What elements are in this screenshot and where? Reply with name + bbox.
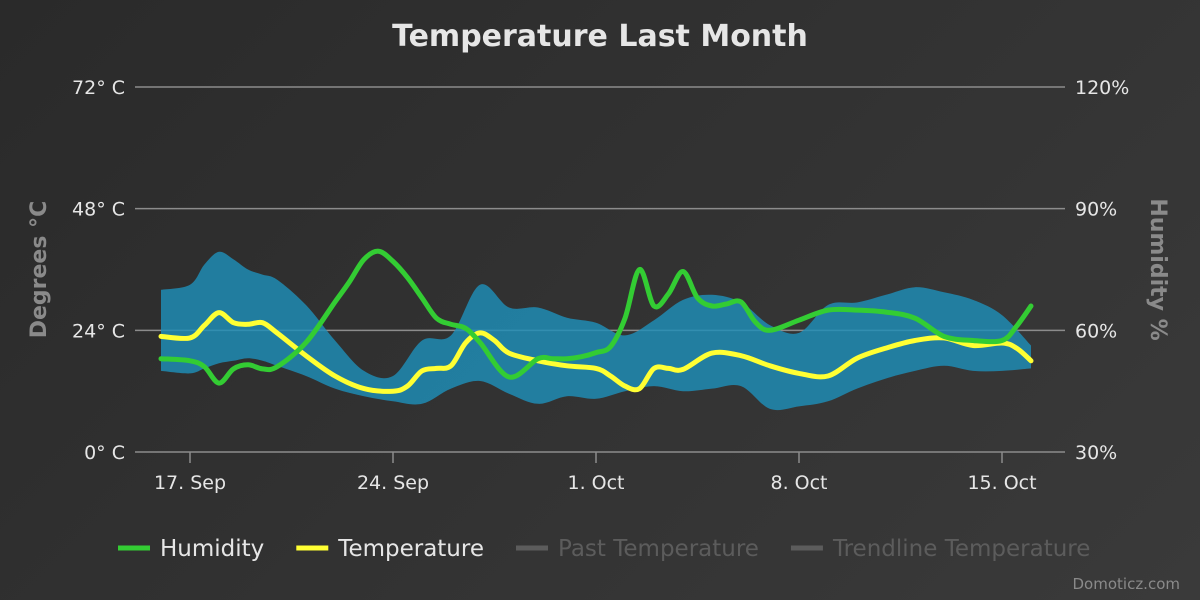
legend-swatch-humidity (118, 545, 150, 551)
x-axis-ticks: 17. Sep 24. Sep 1. Oct 8. Oct 15. Oct (154, 452, 1037, 494)
y-tick-left: 0° C (84, 442, 125, 464)
y-tick-left: 48° C (72, 199, 125, 221)
y-axis-left-title: Degrees °C (27, 201, 52, 339)
legend-swatch-trendline-temperature (790, 545, 823, 551)
legend-swatch-past-temperature (516, 545, 548, 551)
legend-item-trendline-temperature[interactable]: Trendline Temperature (790, 536, 1090, 562)
temperature-range-area (161, 251, 1031, 411)
legend-label-humidity: Humidity (160, 536, 264, 562)
legend-label-trendline-temperature: Trendline Temperature (832, 536, 1090, 562)
credits-link[interactable]: Domoticz.com (1073, 575, 1181, 593)
legend-item-temperature[interactable]: Temperature (296, 536, 484, 562)
legend: Humidity Temperature Past Temperature Tr… (118, 536, 1090, 562)
plot-area (158, 248, 1034, 411)
y-axis-right-title: Humidity % (1145, 198, 1170, 340)
y-tick-left: 24° C (72, 320, 125, 342)
x-tick-label: 17. Sep (154, 472, 226, 494)
legend-swatch-temperature (296, 545, 329, 551)
y-tick-right: 90% (1075, 199, 1117, 221)
chart-title: Temperature Last Month (392, 19, 808, 54)
legend-label-temperature: Temperature (337, 536, 484, 562)
y-tick-right: 120% (1075, 77, 1129, 99)
legend-label-past-temperature: Past Temperature (558, 536, 759, 562)
temperature-line[interactable] (158, 310, 1034, 394)
x-tick-label: 8. Oct (770, 472, 827, 494)
legend-item-past-temperature[interactable]: Past Temperature (516, 536, 759, 562)
legend-item-humidity[interactable]: Humidity (118, 536, 264, 562)
x-tick-label: 1. Oct (567, 472, 624, 494)
x-tick-label: 15. Oct (967, 472, 1036, 494)
y-tick-right: 30% (1075, 442, 1117, 464)
y-tick-left: 72° C (72, 77, 125, 99)
y-axis-right-ticks: 30% 60% 90% 120% (1075, 77, 1129, 464)
y-axis-left-ticks: 0° C 24° C 48° C 72° C (72, 77, 125, 464)
humidity-line[interactable] (158, 248, 1034, 386)
y-tick-right: 60% (1075, 320, 1117, 342)
x-tick-label: 24. Sep (357, 472, 429, 494)
